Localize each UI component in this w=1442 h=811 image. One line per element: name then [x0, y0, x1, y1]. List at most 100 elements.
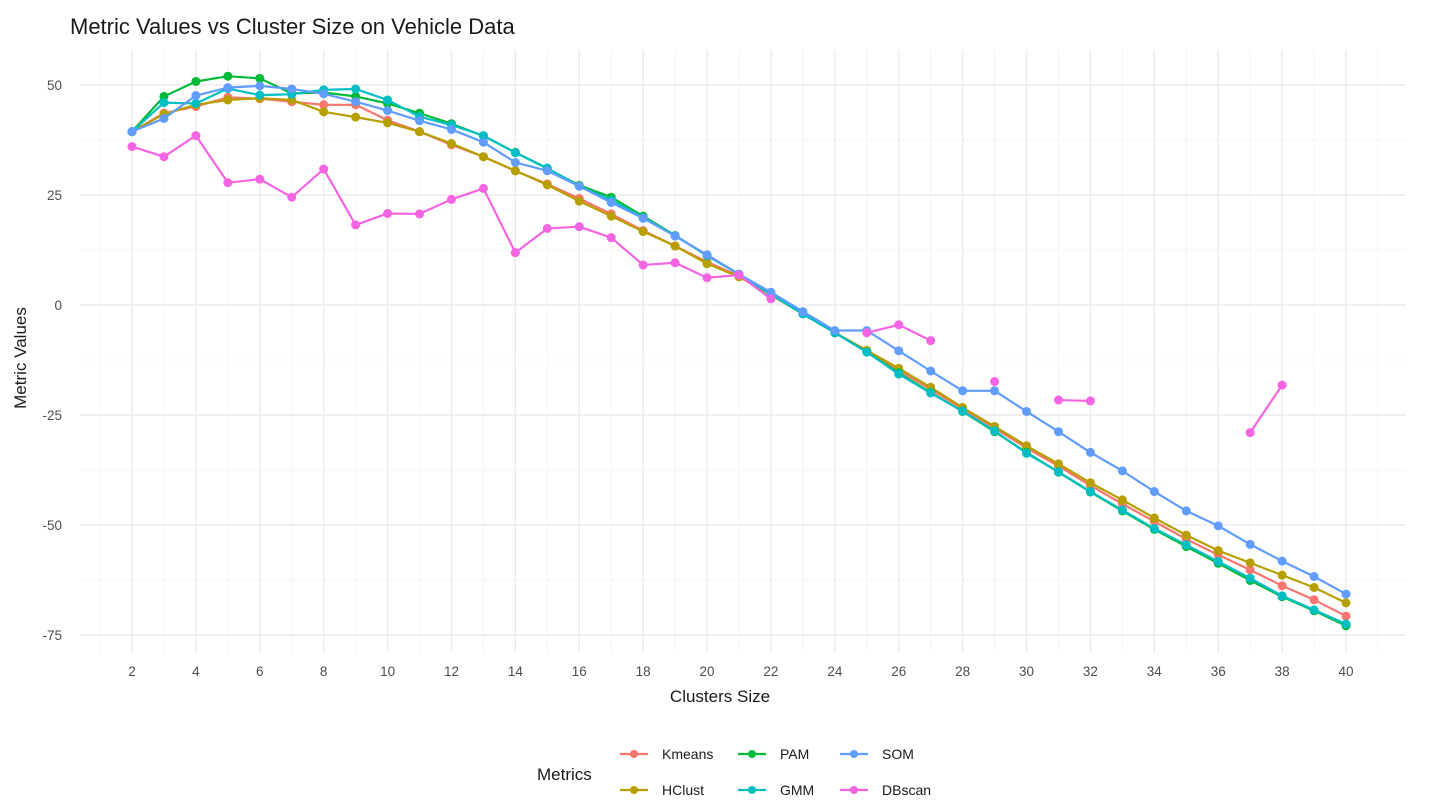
data-point-hclust	[223, 95, 233, 105]
data-point-gmm	[1085, 487, 1095, 497]
legend-title: Metrics	[537, 765, 592, 784]
legend-item-dbscan: DBscan	[840, 782, 931, 798]
data-point-hclust	[1245, 558, 1255, 568]
series-layer	[127, 71, 1351, 631]
data-point-hclust	[1181, 530, 1191, 540]
x-tick-label: 6	[256, 664, 264, 679]
data-point-gmm	[191, 98, 201, 108]
x-tick-label: 18	[636, 664, 651, 679]
data-point-gmm	[1213, 557, 1223, 567]
x-tick-label: 38	[1275, 664, 1290, 679]
data-point-gmm	[255, 90, 265, 100]
grid	[80, 50, 1406, 652]
x-tick-label: 16	[572, 664, 587, 679]
data-point-hclust	[478, 152, 488, 162]
data-point-dbscan	[702, 273, 712, 283]
legend-item-pam: PAM	[738, 746, 809, 762]
y-axis: 50 25 0 -25 -50 -75	[42, 78, 62, 643]
x-tick-label: 30	[1019, 664, 1034, 679]
data-point-dbscan	[638, 260, 648, 270]
data-point-som	[1277, 556, 1287, 566]
data-point-som	[1022, 406, 1032, 416]
data-point-dbscan	[446, 194, 456, 204]
legend-item-hclust: HClust	[620, 782, 704, 798]
legend-label: Kmeans	[662, 746, 713, 762]
data-point-som	[223, 83, 233, 93]
data-point-dbscan	[1245, 428, 1255, 438]
data-point-som	[606, 197, 616, 207]
data-point-hclust	[1309, 582, 1319, 592]
x-tick-label: 2	[128, 664, 136, 679]
data-point-hclust	[1022, 441, 1032, 451]
x-axis-title: Clusters Size	[670, 687, 770, 706]
data-point-gmm	[1277, 591, 1287, 601]
x-tick-label: 40	[1338, 664, 1353, 679]
data-point-som	[287, 84, 297, 94]
data-point-hclust	[1117, 495, 1127, 505]
y-tick-label: -25	[42, 408, 62, 423]
data-point-hclust	[606, 211, 616, 221]
x-tick-label: 28	[955, 664, 970, 679]
legend: Metrics Kmeans HClust PAM GMM SOM DBscan	[537, 746, 931, 798]
data-point-dbscan	[606, 233, 616, 243]
data-point-gmm	[990, 426, 1000, 436]
x-tick-label: 24	[827, 664, 843, 679]
x-tick-label: 14	[508, 664, 524, 679]
data-point-hclust	[574, 196, 584, 206]
data-point-som	[510, 157, 520, 167]
data-point-dbscan	[542, 223, 552, 233]
data-point-gmm	[351, 84, 361, 94]
data-point-dbscan	[319, 164, 329, 174]
data-point-som	[1085, 447, 1095, 457]
data-point-dbscan	[926, 336, 936, 346]
data-point-dbscan	[1277, 380, 1287, 390]
data-point-dbscan	[191, 131, 201, 141]
data-point-pam	[255, 73, 265, 83]
x-tick-label: 32	[1083, 664, 1098, 679]
data-point-som	[191, 91, 201, 101]
data-point-gmm	[1181, 540, 1191, 550]
data-point-dbscan	[223, 178, 233, 188]
data-point-dbscan	[415, 209, 425, 219]
data-point-som	[798, 307, 808, 317]
data-point-gmm	[1053, 467, 1063, 477]
data-point-hclust	[1213, 546, 1223, 556]
legend-label: GMM	[780, 782, 814, 798]
data-point-som	[1341, 589, 1351, 599]
data-point-hclust	[510, 166, 520, 176]
legend-item-som: SOM	[840, 746, 914, 762]
data-point-som	[894, 346, 904, 356]
data-point-kmeans	[1309, 595, 1319, 605]
data-point-dbscan	[734, 270, 744, 280]
data-point-dbscan	[510, 248, 520, 258]
data-point-kmeans	[319, 100, 329, 110]
legend-label: SOM	[882, 746, 914, 762]
data-point-hclust	[1053, 459, 1063, 469]
x-tick-label: 22	[763, 664, 778, 679]
data-point-kmeans	[1277, 581, 1287, 591]
y-tick-label: 50	[47, 78, 62, 93]
data-point-som	[542, 166, 552, 176]
legend-label: HClust	[662, 782, 704, 798]
data-point-dbscan	[1053, 395, 1063, 405]
legend-key-dot	[850, 750, 858, 758]
y-axis-title: Metric Values	[11, 307, 30, 409]
x-tick-label: 10	[380, 664, 395, 679]
data-point-dbscan	[351, 220, 361, 230]
legend-key-dot	[850, 786, 858, 794]
legend-label: PAM	[780, 746, 809, 762]
data-point-pam	[223, 71, 233, 81]
data-point-dbscan	[862, 328, 872, 338]
data-point-gmm	[894, 369, 904, 379]
data-point-som	[351, 97, 361, 107]
data-point-gmm	[478, 131, 488, 141]
data-point-dbscan	[1085, 396, 1095, 406]
data-point-som	[702, 250, 712, 260]
data-point-dbscan	[894, 320, 904, 330]
data-point-som	[926, 366, 936, 376]
data-point-gmm	[1022, 448, 1032, 458]
series-dbscan	[127, 131, 1287, 438]
data-point-dbscan	[127, 142, 137, 152]
data-point-som	[383, 106, 393, 116]
